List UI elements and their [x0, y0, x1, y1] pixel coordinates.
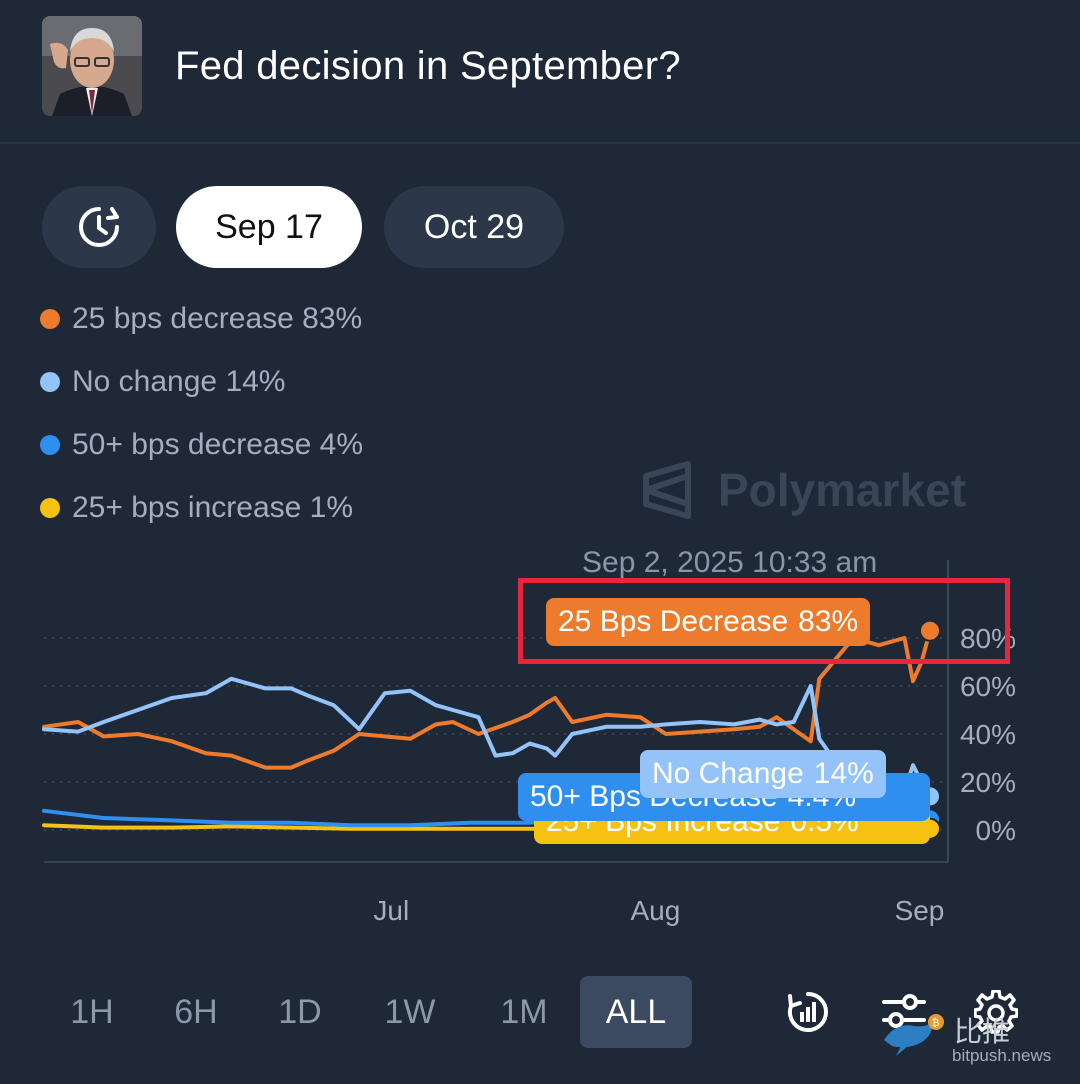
- filter-sliders-icon: [882, 994, 926, 1028]
- polymarket-watermark: Polymarket: [640, 460, 966, 520]
- svg-text:₿: ₿: [932, 1017, 939, 1029]
- hover-timestamp: Sep 2, 2025 10:33 am: [582, 546, 878, 579]
- filter-button[interactable]: [882, 990, 926, 1034]
- market-image: [42, 16, 142, 116]
- legend-item: 25+ bps increase 1%: [40, 491, 353, 525]
- y-tick-label: 0%: [976, 815, 1016, 846]
- timeframe-all[interactable]: ALL: [580, 976, 692, 1048]
- legend-label: 50+ bps decrease 4%: [72, 428, 364, 461]
- settings-gear-icon: [973, 989, 1019, 1034]
- legend-label: 25+ bps increase 1%: [72, 491, 354, 524]
- market-title: Fed decision in September?: [175, 44, 681, 88]
- history-button[interactable]: [42, 186, 156, 268]
- tooltip-series-value: 14%: [813, 757, 874, 790]
- x-tick-label: Aug: [630, 895, 680, 926]
- replay-chart-icon: [787, 992, 828, 1032]
- polymarket-logo-icon: [643, 461, 691, 519]
- legend-dot: [40, 309, 60, 329]
- brand-url: bitpush.news: [952, 1046, 1052, 1065]
- watermark-text: Polymarket: [718, 464, 967, 516]
- timeframe-1h[interactable]: 1H: [70, 992, 114, 1031]
- tooltip-series-name: 25 Bps Decrease: [558, 605, 789, 638]
- legend-dot: [40, 498, 60, 518]
- series-end-point: [919, 619, 941, 642]
- market-header: Fed decision in September?: [0, 0, 1080, 144]
- x-tick-label: Sep: [895, 895, 945, 926]
- x-tick-label: Jul: [373, 895, 409, 926]
- tooltip-series-value: 83%: [798, 605, 859, 638]
- replay-chart-button[interactable]: [786, 990, 830, 1034]
- legend-dot: [40, 372, 60, 392]
- timeframe-1d[interactable]: 1D: [278, 992, 322, 1031]
- series-line: [42, 628, 932, 770]
- y-tick-label: 40%: [960, 719, 1016, 750]
- y-tick-label: 60%: [960, 671, 1016, 702]
- series-line: [42, 676, 932, 799]
- tooltip-25-bps-decrease: 25 Bps Decrease 83%: [546, 598, 871, 646]
- legend-item: 25 bps decrease 83%: [40, 302, 362, 336]
- legend-label: No change 14%: [72, 365, 286, 398]
- bitpush-bird-logo-icon: ₿: [884, 1014, 944, 1056]
- legend-label: 25 bps decrease 83%: [72, 302, 363, 335]
- tooltip-no-change: No Change 14%: [640, 750, 886, 798]
- timeframe-1m[interactable]: 1M: [500, 992, 548, 1031]
- date-tab-oct-29[interactable]: Oct 29: [384, 186, 564, 268]
- tooltip-series-name: No Change: [652, 757, 804, 790]
- timeframe-1w[interactable]: 1W: [384, 992, 436, 1031]
- y-tick-label: 20%: [960, 767, 1016, 798]
- legend-item: No change 14%: [40, 365, 286, 399]
- settings-button[interactable]: [973, 989, 1019, 1034]
- timeframe-6h[interactable]: 6H: [174, 992, 218, 1031]
- legend-dot: [40, 435, 60, 455]
- brand-name: 比推: [954, 1016, 1011, 1047]
- history-icon: [79, 207, 119, 247]
- legend-item: 50+ bps decrease 4%: [40, 428, 363, 462]
- red-highlight-box: [518, 578, 1010, 664]
- date-tab-sep-17[interactable]: Sep 17: [176, 186, 362, 268]
